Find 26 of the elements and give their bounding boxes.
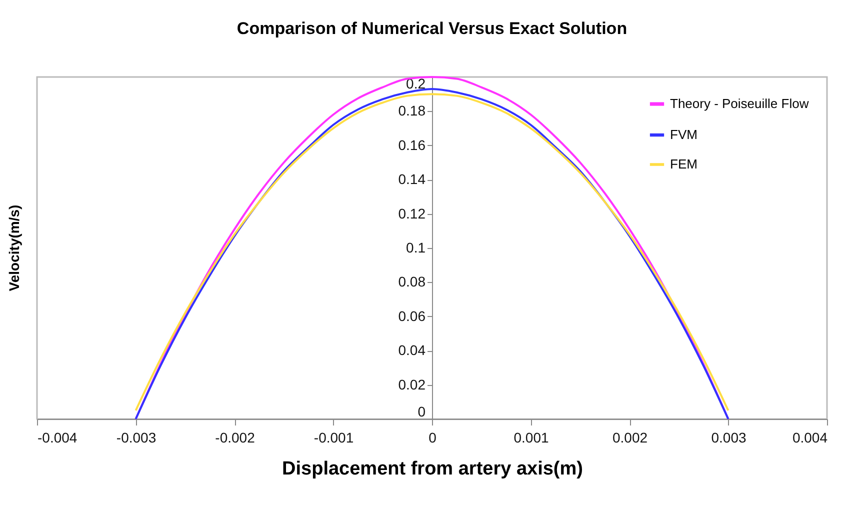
x-tick-label: 0.001 [514,430,549,446]
y-tick-label: 0.16 [398,136,426,153]
chart-title: Comparison of Numerical Versus Exact Solution [236,19,628,38]
legend-label: FEM [670,156,698,172]
y-tick-label: 0.14 [398,171,426,188]
legend-label: FVM [670,127,698,142]
y-tick-label: 0.18 [398,102,426,119]
y-tick-label: 0.1 [406,240,426,256]
x-tick-label: -0.003 [116,430,156,446]
x-tick-label: 0.002 [612,430,648,446]
x-tick-label: -0.001 [314,430,354,446]
x-tick-label: 0.003 [711,430,746,446]
x-axis-title: Displacement from artery axis(m) [282,458,583,480]
y-axis-title: Velocity(m/s) [6,204,22,292]
x-tick-label: 0 [428,430,437,446]
y-tick-label: 0.02 [398,376,426,392]
x-tick-label: -0.004 [38,430,78,446]
y-tick-label: 0.06 [398,308,426,324]
x-tick-label: -0.002 [215,430,256,446]
legend-label: Theory - Poiseuille Flow [670,96,810,111]
y-tick-label: 0 [418,404,426,420]
y-tick-label: 0.2 [406,76,426,92]
y-tick-label: 0.08 [398,274,426,290]
x-tick-label: 0.004 [792,430,828,446]
y-tick-label: 0.04 [398,342,426,358]
y-tick-label: 0.12 [398,205,426,222]
